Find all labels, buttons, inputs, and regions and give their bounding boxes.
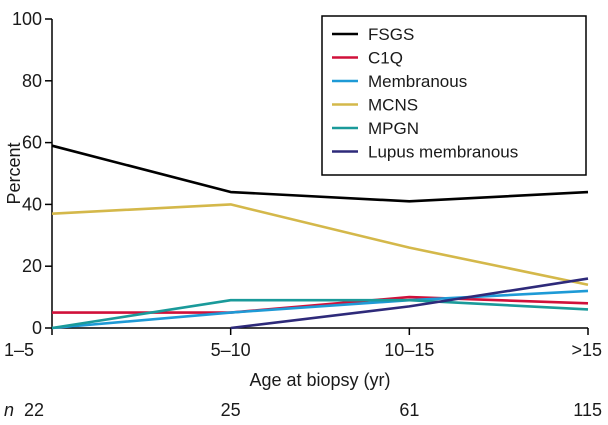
n-row-label: n [4,400,14,420]
y-tick-label: 80 [22,71,42,91]
y-tick-label: 0 [32,318,42,338]
axes [51,19,588,329]
y-tick-label: 60 [22,133,42,153]
y-tick-label: 20 [22,256,42,276]
legend-label: MPGN [368,119,419,138]
series-line-mpgn [51,298,589,330]
legend-label: FSGS [368,25,414,44]
legend-label: Lupus membranous [368,143,518,162]
series-lines [51,144,589,330]
n-value: 25 [221,400,241,420]
y-ticks: 0 20 40 60 80 100 [12,9,52,338]
n-value: 115 [573,400,602,420]
y-tick-label: 100 [12,9,42,29]
legend-label: Membranous [368,72,467,91]
series-line-membranous [51,289,589,330]
n-value: 61 [399,400,419,420]
legend: FSGS C1Q Membranous MCNS MPGN Lupus membranou… [321,15,587,176]
x-ticks: 1–5 5–10 10–15 >15 [4,328,602,360]
x-axis-title: Age at biopsy (yr) [249,370,390,390]
series-line-mcns [51,203,589,287]
y-axis-title: Percent [4,142,24,204]
n-value: 22 [24,400,44,420]
series-line-fsgs [51,144,589,203]
y-tick-label: 40 [22,194,42,214]
series-line-c1q [52,295,589,314]
series-line-lupus-membranous [230,277,589,330]
x-tick-label: 5–10 [211,340,251,360]
legend-box [321,15,587,176]
x-tick-label: >15 [571,340,602,360]
legend-label: C1Q [368,49,403,68]
legend-label: MCNS [368,96,418,115]
n-row: n 22 25 61 115 [4,400,602,420]
x-tick-label: 10–15 [384,340,434,360]
x-tick-label: 1–5 [4,340,34,360]
